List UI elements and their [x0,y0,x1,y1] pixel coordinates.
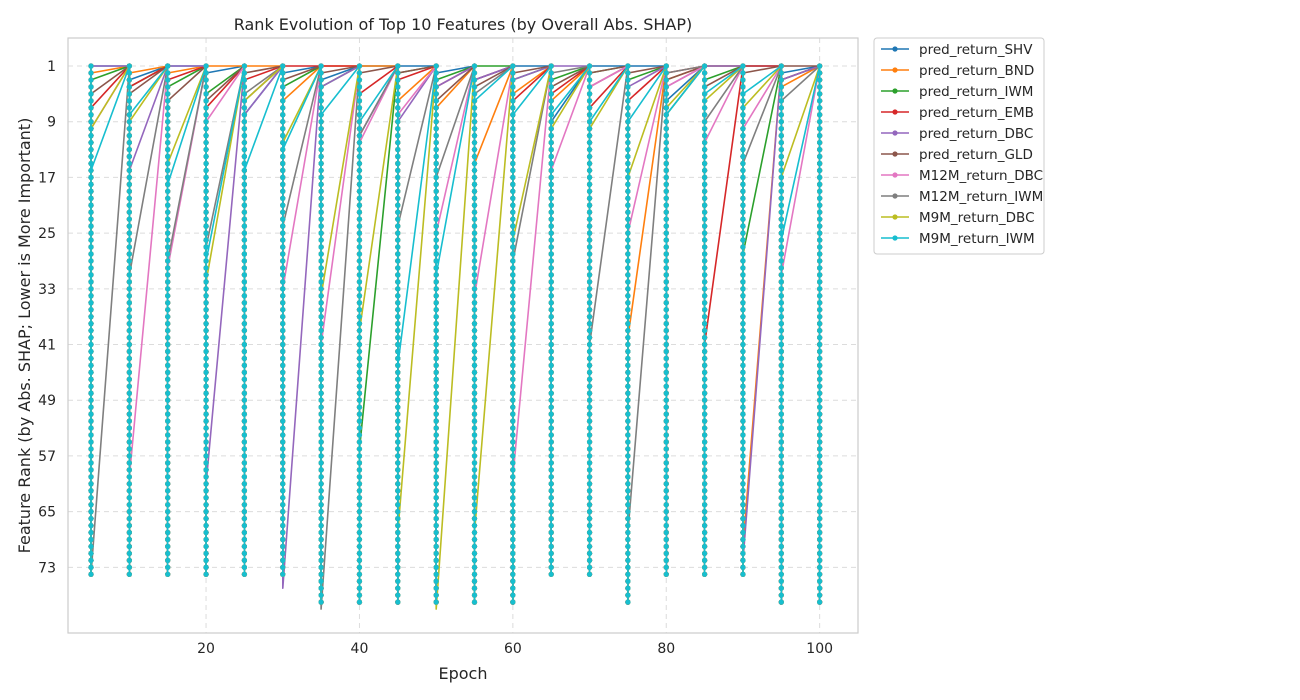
chart-title: Rank Evolution of Top 10 Features (by Ov… [234,15,693,34]
series-layer [88,63,823,610]
